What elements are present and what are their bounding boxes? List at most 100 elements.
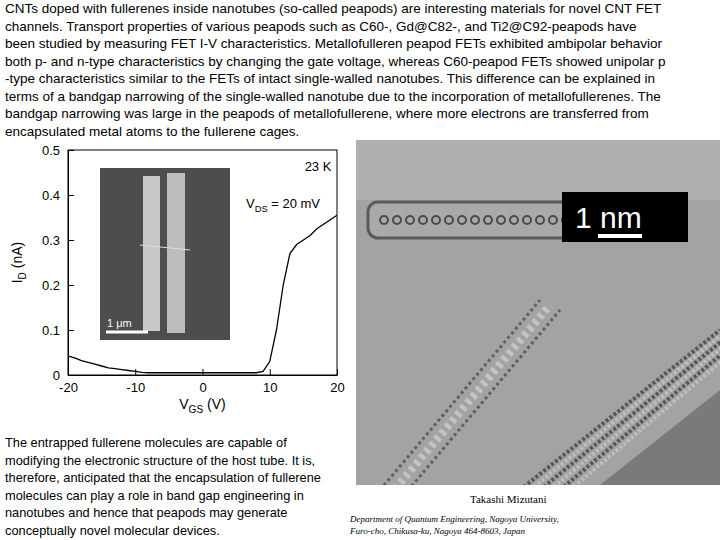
x-tick-label: -10 xyxy=(126,380,145,395)
tem-region xyxy=(600,390,720,485)
scale-box xyxy=(562,192,688,242)
annotation-part: = 20 mV xyxy=(268,196,321,211)
y-tick-label: 0.3 xyxy=(42,233,60,248)
tem-image xyxy=(356,140,720,485)
page: 1 nm Takashi Mizutani Department of Quantu… xyxy=(0,0,720,540)
tem-region xyxy=(356,140,720,200)
tube-bundle xyxy=(570,320,720,485)
x-axis-title: VGS (V) xyxy=(179,396,225,415)
nanotube-electrode xyxy=(167,173,185,333)
iv-curve xyxy=(68,215,337,373)
tube-bundle xyxy=(540,326,720,485)
x-tick: 0 xyxy=(199,369,206,395)
y-tick-mark xyxy=(68,150,74,151)
y-tick: 0.5 xyxy=(42,143,74,158)
credit-text: Takashi Mizutani xyxy=(470,493,547,505)
fullerene xyxy=(393,216,401,224)
paragraph-line: terms of a bandgap narrowing of the sing… xyxy=(5,89,661,104)
paragraph-line: been studied by measuring FET I-V charac… xyxy=(5,36,663,51)
fullerene xyxy=(484,216,492,224)
fullerene xyxy=(380,216,388,224)
y-axis-title: ID (nA) xyxy=(9,242,28,284)
x-tick-mark xyxy=(203,369,204,375)
tem-background xyxy=(356,140,720,485)
tube-bundle xyxy=(560,322,720,485)
x-tick-label: 10 xyxy=(263,380,277,395)
paragraph-line: both p- and n-type characteristics by ch… xyxy=(5,54,665,69)
y-axis-title-part: D xyxy=(17,272,28,279)
paragraph-line: bandgap narrowing was large in the peapo… xyxy=(5,106,649,121)
fullerene xyxy=(497,216,505,224)
fullerene xyxy=(406,216,414,224)
x-tick: 10 xyxy=(263,369,277,395)
x-tick-label: 0 xyxy=(199,380,206,395)
tube-wall xyxy=(380,300,540,485)
y-tick: 0.4 xyxy=(42,188,74,203)
x-tick: 20 xyxy=(330,369,344,395)
plot-frame xyxy=(68,150,337,375)
paragraph-line: modifying the electronic structure of th… xyxy=(5,453,315,468)
sem-inset xyxy=(100,168,230,340)
y-tick-mark xyxy=(68,240,74,241)
x-axis-title-part: (V) xyxy=(203,396,226,412)
paragraph-line: conceptually novel molecular devices. xyxy=(5,523,220,538)
fullerene xyxy=(523,216,531,224)
y-tick-label: 0.4 xyxy=(42,188,60,203)
credit-text: Furo-cho, Chikusa-ku, Nagoya 464-8603, J… xyxy=(349,526,525,536)
fullerene xyxy=(510,216,518,224)
scale-bar xyxy=(598,234,642,238)
y-axis-title-part: (nA) xyxy=(9,242,25,272)
paragraph-line: -type characteristics similar to the FET… xyxy=(5,71,655,86)
x-axis: -20 -10 0 10 20 xyxy=(59,369,345,395)
x-axis-title-part: GS xyxy=(189,404,204,415)
nanotube xyxy=(140,245,190,250)
x-axis-line xyxy=(69,375,338,376)
annotation-part: V xyxy=(246,196,255,211)
x-tick-label: -20 xyxy=(59,380,78,395)
y-tick-label: 0.2 xyxy=(42,278,60,293)
scale-label: 1 nm xyxy=(575,201,642,234)
paragraph-line: encapsulated metal atoms to the fulleren… xyxy=(5,124,299,139)
fullerene xyxy=(471,216,479,224)
fullerene xyxy=(419,216,427,224)
tube-core xyxy=(390,305,550,485)
paragraph-line: molecules can play a role in band gap en… xyxy=(5,488,304,503)
y-tick: 0.2 xyxy=(42,278,74,293)
tube-bundle xyxy=(520,330,720,485)
fullerene xyxy=(549,216,557,224)
paragraph-line: nanotubes and hence that peapods may gen… xyxy=(5,505,287,520)
y-tick: 0.1 xyxy=(42,323,74,338)
y-tick: 0.3 xyxy=(42,233,74,248)
inset-background xyxy=(100,168,230,340)
annotation: 23 K xyxy=(305,159,332,174)
y-tick-label: 0.5 xyxy=(42,143,60,158)
y-axis-line xyxy=(68,151,69,376)
y-tick-mark xyxy=(68,285,74,286)
plot-area xyxy=(68,215,337,373)
paragraph-line: therefore, anticipated that the encapsul… xyxy=(5,470,321,485)
peapod-tube xyxy=(368,202,643,238)
y-tick: 0 xyxy=(53,368,74,383)
y-axis: 0 0.1 0.2 0.3 0.4 0.5 xyxy=(42,143,74,383)
fullerene xyxy=(458,216,466,224)
paragraph-line: CNTs doped with fullerenes inside nanotu… xyxy=(5,1,661,16)
x-tick-mark xyxy=(270,369,271,375)
tube-bundle xyxy=(530,328,720,485)
credit-text: Department of Quantum Engineering, Nagoy… xyxy=(349,514,559,524)
nanotube-electrode xyxy=(143,176,160,331)
tube-bundle xyxy=(550,324,720,485)
y-tick-mark xyxy=(68,195,74,196)
annotation-part: DS xyxy=(255,204,268,214)
fullerene xyxy=(432,216,440,224)
paragraph-line: The entrapped fullerene molecules are ca… xyxy=(5,435,287,450)
x-tick-label: 20 xyxy=(330,380,344,395)
y-tick-label: 0.1 xyxy=(42,323,60,338)
x-tick-mark xyxy=(337,369,338,375)
y-tick-label: 0 xyxy=(53,368,60,383)
inset-scale-bar xyxy=(106,331,148,334)
paragraph-line: channels. Transport properties of variou… xyxy=(5,19,637,34)
x-tick-mark xyxy=(135,369,136,375)
annotation: VDS = 20 mV xyxy=(246,196,320,214)
annotation-part: 1 μm xyxy=(107,317,132,329)
fullerene xyxy=(445,216,453,224)
